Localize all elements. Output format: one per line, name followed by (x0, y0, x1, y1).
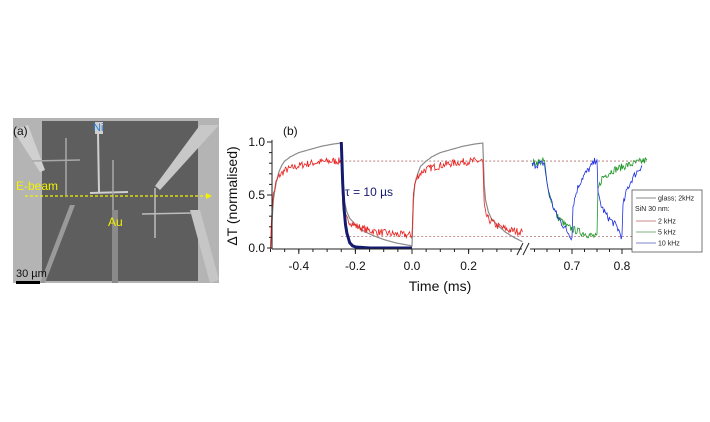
x-tick-label: 0.8 (614, 259, 631, 273)
lead (155, 125, 219, 190)
lead (190, 210, 219, 283)
legend-label-2khz: 2 kHz (658, 219, 676, 226)
series-line-5-khz (531, 156, 648, 239)
au-strip (112, 210, 118, 283)
chart: (b) ΔT (normalised) Time (ms) τ = 10 µs … (224, 124, 703, 294)
x-tick-label: 0.2 (460, 259, 477, 273)
ni-line (97, 133, 100, 193)
y-axis-title: ΔT (normalised) (224, 146, 240, 245)
membrane-window (42, 121, 198, 281)
legend-label-5khz: 5 kHz (658, 230, 676, 237)
y-tick-label: 0.5 (248, 188, 265, 202)
series-line-glass-2khz (269, 142, 523, 249)
y-tick-label: 1.0 (248, 135, 265, 149)
x-tick-label: -0.4 (288, 259, 309, 273)
legend-label-10khz: 10 kHz (658, 241, 680, 248)
micrograph-panel: (a) Ni E-beam Au 30 µm (13, 118, 219, 284)
arrowhead-icon (206, 193, 212, 199)
x-tick-label: 0.0 (404, 259, 421, 273)
series-line-fit (339, 141, 412, 250)
series-line-10-khz (531, 157, 643, 241)
y-tick-label: 0.0 (248, 241, 265, 255)
legend-label-glass: glass; 2kHz (658, 196, 695, 203)
ni-label: Ni (93, 122, 103, 134)
series-line-2-khz (270, 156, 523, 252)
sensor-line (141, 212, 193, 215)
lead (40, 205, 75, 283)
sensor-line (31, 159, 81, 162)
panel-a-label: (a) (13, 124, 28, 138)
axis-break-icon (516, 242, 530, 256)
bridge (89, 191, 129, 194)
tau-annotation: τ = 10 µs (345, 185, 393, 199)
scalebar (16, 281, 40, 284)
x-tick-label: -0.2 (345, 259, 366, 273)
panel-b-label: (b) (283, 124, 298, 138)
x-tick-label: 0.7 (564, 259, 581, 273)
scalebar-label: 30 µm (16, 268, 47, 280)
ebeam-label: E-beam (16, 179, 58, 193)
au-label: Au (108, 215, 123, 229)
legend: glass; 2kHz SiN 30 nm: 2 kHz 5 kHz 10 kH… (631, 189, 703, 253)
legend-group-header: SiN 30 nm: (635, 206, 670, 213)
x-axis-title: Time (ms) (409, 278, 471, 294)
ni-pad (95, 122, 103, 134)
